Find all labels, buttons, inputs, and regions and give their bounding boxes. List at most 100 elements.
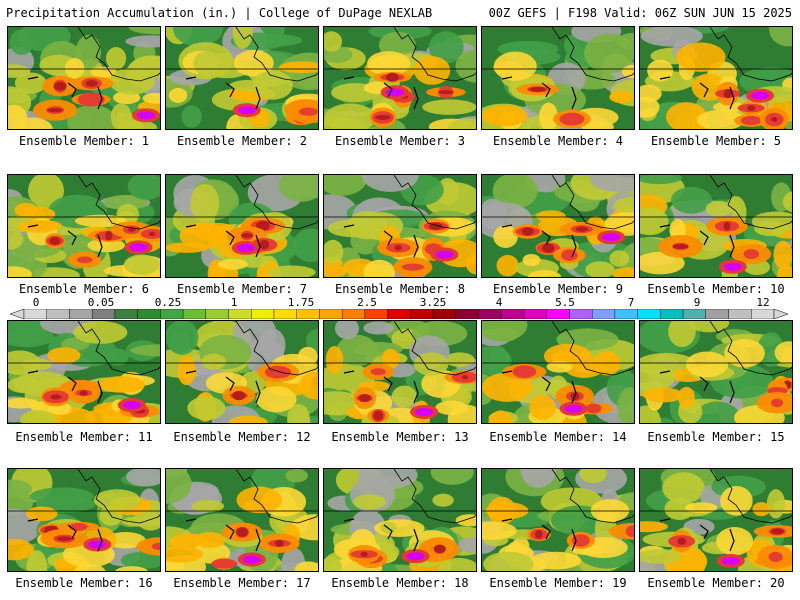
precip-field [482,175,634,277]
ensemble-map-panel [165,320,319,424]
panel-label: Ensemble Member: 13 [331,430,469,444]
precip-field [640,175,792,277]
panel-label: Ensemble Member: 20 [647,576,785,590]
colorbar-swatch [114,309,138,319]
panel-label: Ensemble Member: 12 [173,430,311,444]
colorbar-swatch [591,309,616,319]
precip-field [8,469,160,571]
colorbar-swatch [705,309,729,319]
colorbar-swatch [69,309,93,319]
ensemble-map-panel [165,468,319,572]
precip-field [482,469,634,571]
colorbar-swatch [160,309,184,319]
ensemble-map-panel [323,468,477,572]
colorbar-tick-label: 1.75 [287,296,315,309]
precip-colorbar [10,309,788,319]
colorbar-swatch [273,309,297,319]
colorbar-swatch [228,309,252,319]
precip-field [166,321,318,423]
precip-field [166,27,318,129]
colorbar-tick-label: 2.5 [357,296,377,309]
colorbar-swatch [614,309,638,319]
ensemble-map-panel [7,468,161,572]
colorbar-tick-label: 12 [756,296,770,309]
colorbar-tick-label: 4 [495,296,503,309]
precip-field [482,27,634,129]
panel-label: Ensemble Member: 5 [650,134,782,148]
chart-title: Precipitation Accumulation (in.) | Colle… [6,6,433,20]
panel-label: Ensemble Member: 9 [492,282,624,296]
colorbar-swatch [751,309,775,319]
colorbar-swatch [432,309,457,319]
precip-field [324,27,476,129]
precip-field [640,27,792,129]
colorbar-tick-label: 3.25 [419,296,447,309]
colorbar-swatch [728,309,752,319]
colorbar-swatch [455,309,479,319]
precip-field [482,321,634,423]
colorbar-tick-label: 1 [230,296,238,309]
colorbar-swatch [137,309,161,319]
ensemble-map-panel [7,320,161,424]
ensemble-map-panel [481,320,635,424]
ensemble-map-panel [481,468,635,572]
precip-field [324,175,476,277]
colorbar-swatch [205,309,229,319]
colorbar-swatch [46,309,70,319]
colorbar-swatch [569,309,593,319]
ensemble-map-panel [7,26,161,130]
ensemble-map-panel [639,26,793,130]
colorbar-swatch [478,309,502,319]
colorbar-swatch [91,309,116,319]
ensemble-map-panel [639,174,793,278]
colorbar-swatch [23,309,47,319]
panel-label: Ensemble Member: 10 [647,282,785,296]
colorbar-swatch [682,309,707,319]
colorbar-swatch [364,309,388,319]
colorbar-swatch [296,309,320,319]
run-valid-time: 00Z GEFS | F198 Valid: 06Z SUN JUN 15 20… [488,6,792,20]
panel-label: Ensemble Member: 19 [489,576,627,590]
colorbar-tick-label: 7 [627,296,635,309]
colorbar-swatch [660,309,684,319]
precip-field [8,27,160,129]
ensemble-map-panel [481,174,635,278]
colorbar-swatch [251,309,275,319]
precip-field [324,469,476,571]
colorbar-swatch [501,309,525,319]
panel-label: Ensemble Member: 17 [173,576,311,590]
ensemble-map-panel [323,320,477,424]
ensemble-map-panel [481,26,635,130]
colorbar-swatch [523,309,547,319]
panel-label: Ensemble Member: 16 [15,576,153,590]
colorbar-tick-label: 5.5 [555,296,575,309]
panel-label: Ensemble Member: 4 [492,134,624,148]
panel-label: Ensemble Member: 2 [176,134,308,148]
panel-label: Ensemble Member: 7 [176,282,308,296]
ensemble-map-panel [639,320,793,424]
ensemble-map-panel [165,174,319,278]
colorbar-tick-label: 0.05 [87,296,115,309]
colorbar-swatch [387,309,411,319]
ensemble-map-panel [165,26,319,130]
colorbar-swatch [341,309,366,319]
colorbar-swatch [637,309,661,319]
precip-field [8,321,160,423]
precip-field [166,469,318,571]
ensemble-map-panel [7,174,161,278]
panel-label: Ensemble Member: 18 [331,576,469,590]
panel-label: Ensemble Member: 14 [489,430,627,444]
colorbar-swatch [319,309,343,319]
colorbar-tick-label: 0.25 [154,296,182,309]
panel-label: Ensemble Member: 15 [647,430,785,444]
panel-label: Ensemble Member: 3 [334,134,466,148]
ensemble-map-panel [639,468,793,572]
colorbar-tick-label: 9 [693,296,701,309]
panel-label: Ensemble Member: 8 [334,282,466,296]
precip-field [640,321,792,423]
colorbar-tick-label: 0 [32,296,40,309]
precip-field [8,175,160,277]
colorbar-swatch [410,309,434,319]
panel-label: Ensemble Member: 11 [15,430,153,444]
panel-label: Ensemble Member: 6 [18,282,150,296]
